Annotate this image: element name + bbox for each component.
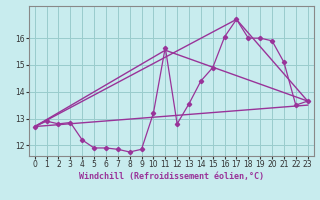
X-axis label: Windchill (Refroidissement éolien,°C): Windchill (Refroidissement éolien,°C) bbox=[79, 172, 264, 181]
